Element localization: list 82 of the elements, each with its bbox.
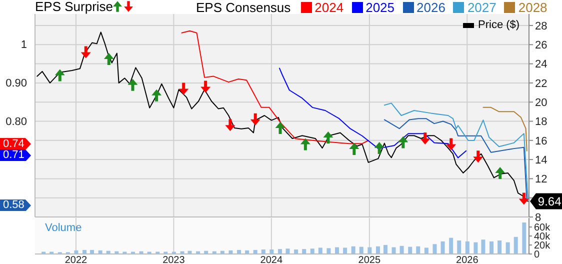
bar (474, 242, 478, 254)
bar (424, 248, 428, 254)
bar (326, 248, 331, 254)
point (225, 119, 236, 132)
point (473, 150, 484, 163)
chart-title: EPS Surprise (35, 0, 114, 14)
bar (465, 241, 470, 254)
bar (343, 248, 348, 254)
bar (449, 238, 454, 254)
point (275, 122, 286, 134)
line-series (278, 68, 467, 158)
legend-title: EPS Consensus (196, 0, 291, 15)
point (54, 69, 65, 82)
y2-tick-label: 18 (535, 116, 548, 128)
y2-tick-label: 14 (535, 154, 548, 166)
text: 0.58 (0, 199, 31, 212)
bar (498, 240, 502, 254)
legend-label: 2026 (416, 0, 446, 15)
legend-label: Price ($) (477, 19, 520, 31)
point (398, 136, 408, 148)
bar (376, 246, 380, 254)
bar (490, 241, 494, 254)
chart-title: Volume (45, 222, 82, 234)
bar (359, 246, 364, 254)
bar (481, 240, 486, 254)
bar (440, 241, 445, 254)
point (178, 82, 189, 95)
legend-label: 2027 (466, 0, 496, 15)
bar (408, 246, 412, 254)
x-tick-label: 2025 (358, 255, 381, 264)
point (495, 166, 506, 179)
y2-tick-label: 22 (535, 78, 548, 90)
text: 0.71 (0, 149, 31, 162)
bar (318, 248, 322, 254)
y2-tick-label: 24 (535, 58, 548, 71)
point (374, 142, 384, 154)
y2-tick-label: 26 (535, 40, 548, 52)
y-tick-label: 0.80 (6, 116, 27, 128)
legend-label: 2028 (517, 0, 548, 15)
bar (400, 246, 404, 254)
point (128, 78, 138, 91)
bar (383, 245, 388, 254)
legend-label: 2025 (364, 0, 395, 15)
x-tick-label: 2026 (456, 255, 479, 264)
point (152, 89, 162, 102)
text: 0.74 (0, 138, 31, 150)
bar (302, 249, 306, 254)
point (518, 192, 529, 205)
point (80, 46, 91, 58)
data-label: 9.64 (538, 194, 562, 208)
point (349, 143, 360, 156)
point (323, 132, 334, 144)
y-tick-label: 1 (20, 38, 27, 51)
x-tick-label: 2024 (260, 255, 283, 264)
line-series (482, 106, 528, 152)
bar (351, 246, 356, 254)
bar (310, 248, 314, 254)
point (446, 138, 456, 150)
point (300, 138, 310, 150)
point (104, 53, 114, 66)
y2-tick-label: 28 (535, 20, 548, 32)
y2-tick-label: 8 (535, 212, 542, 224)
point (200, 80, 211, 93)
y2-tick-label: 16 (535, 135, 548, 148)
bar (432, 244, 437, 254)
bar (416, 246, 420, 254)
y2-tick-label: 12 (535, 174, 548, 186)
legend-label: 2024 (314, 0, 344, 15)
y2-tick-label: 20 (535, 97, 548, 109)
x-tick-label: 2023 (162, 255, 186, 264)
bar (457, 240, 462, 254)
bar (522, 222, 526, 254)
y-tick-label: 20k (534, 240, 552, 252)
bar (514, 236, 518, 254)
y-tick-label: 0 (534, 250, 540, 261)
bar (286, 248, 290, 254)
y-tick-label: 0.90 (6, 77, 27, 90)
point (420, 132, 430, 144)
point (250, 113, 260, 126)
x-tick-label: 2022 (64, 255, 88, 264)
bar (506, 242, 510, 254)
bar (278, 249, 282, 254)
